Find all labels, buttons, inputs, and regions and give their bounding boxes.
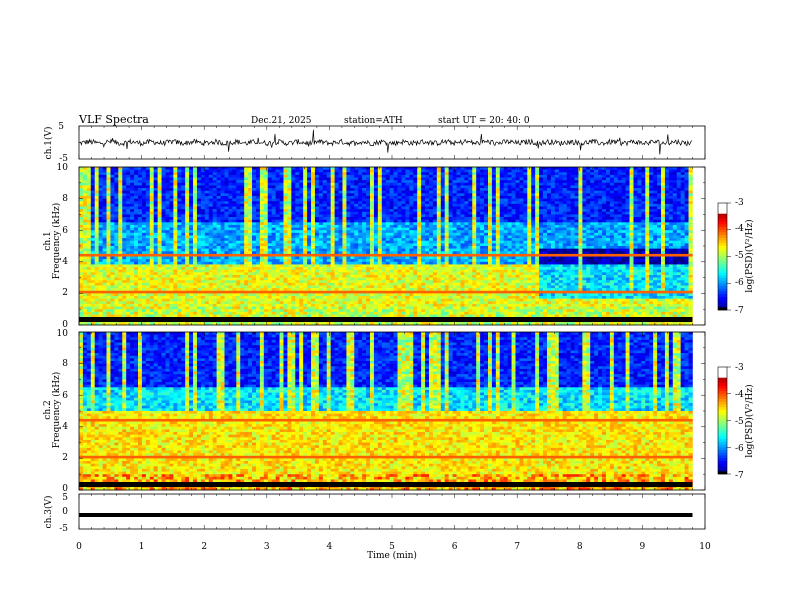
ch2-cbar-tick-m3: -3 xyxy=(735,363,744,373)
ch3-ytick-top: 5 xyxy=(62,493,68,503)
ch1-spectrogram-image xyxy=(79,167,705,326)
xtick-label: 5 xyxy=(389,542,395,552)
ch2-channel-label: ch.2 xyxy=(43,400,53,419)
figure-title: VLF Spectra xyxy=(78,113,149,126)
time-axis-label: Time (min) xyxy=(367,550,417,561)
station-label: station=ATH xyxy=(344,116,403,126)
start-ut-label: start UT = 20: 40: 0 xyxy=(438,116,530,126)
xtick-label: 2 xyxy=(201,542,207,552)
ch2-freq-label: Frequency (kHz) xyxy=(51,372,62,449)
ch3-ylabel: ch.3(V) xyxy=(43,496,54,529)
ch1-waveform-panel: 5 -5 ch.1(V) xyxy=(43,122,706,164)
time-axis: 0 1 2 3 4 5 6 7 8 9 10 xyxy=(76,126,711,552)
ch1-ytick-6: 6 xyxy=(62,226,68,236)
ch1-ytick-8: 8 xyxy=(62,194,68,204)
ch2-spectrogram-panel: 0 2 4 6 8 10 ch.2 Frequency (kHz) xyxy=(43,329,706,494)
xtick-label: 7 xyxy=(514,542,520,552)
xtick-label: 4 xyxy=(327,542,333,552)
ch1-ytick-10: 10 xyxy=(57,163,69,173)
xtick-label: 0 xyxy=(76,542,82,552)
ch2-ytick-8: 8 xyxy=(62,359,68,369)
ch1-spectrogram-panel: 0 2 4 6 8 10 ch.1 Frequency (kHz) xyxy=(43,163,706,330)
ch1-cbar-tick-m6: -6 xyxy=(735,278,744,288)
ch3-waveform-panel: 5 0 -5 ch.3(V) xyxy=(43,493,706,534)
date-label: Dec.21, 2025 xyxy=(251,116,312,126)
xtick-label: 10 xyxy=(699,542,711,552)
ch2-ytick-2: 2 xyxy=(62,453,68,463)
ch1-ytick-top: 5 xyxy=(58,122,64,132)
ch3-waveform-trace xyxy=(79,513,693,517)
ch1-cbar-tick-m4: -4 xyxy=(735,224,744,234)
ch2-ytick-0: 0 xyxy=(62,484,68,494)
ch1-cbar-label: log(PSD)(V²/Hz) xyxy=(744,219,755,292)
xtick-label: 8 xyxy=(577,542,583,552)
ch2-cbar-tick-m4: -4 xyxy=(735,390,744,400)
ch1-freq-label: Frequency (kHz) xyxy=(51,203,62,280)
ch2-cbar-tick-m7: -7 xyxy=(735,471,744,481)
ch2-colorbar: -3 -4 -5 -6 -7 log(PSD)(V²/Hz) xyxy=(717,363,755,481)
ch1-cbar-tick-m5: -5 xyxy=(735,251,744,261)
ch2-spectrogram-image xyxy=(79,332,705,491)
xtick-label: 3 xyxy=(264,542,270,552)
ch1-ylabel: ch.1(V) xyxy=(43,127,54,160)
ch3-ytick-bottom: -5 xyxy=(59,524,68,534)
ch1-waveform-trace xyxy=(78,129,693,155)
ch2-colorbar-frame xyxy=(717,366,728,475)
ch2-ytick-10: 10 xyxy=(57,329,69,339)
ch1-colorbar: -3 -4 -5 -6 -7 log(PSD)(V²/Hz) xyxy=(717,198,755,316)
ch1-cbar-tick-m7: -7 xyxy=(735,306,744,316)
ch2-ytick-6: 6 xyxy=(62,391,68,401)
ch1-cbar-tick-m3: -3 xyxy=(735,198,744,208)
xtick-label: 9 xyxy=(640,542,646,552)
ch1-ytick-bottom: -5 xyxy=(59,154,68,164)
xtick-label: 1 xyxy=(139,542,145,552)
xtick-label: 6 xyxy=(452,542,458,552)
ch1-ytick-0: 0 xyxy=(62,320,68,330)
ch3-ytick-mid: 0 xyxy=(62,507,68,517)
ch1-colorbar-frame xyxy=(717,202,728,311)
ch2-cbar-tick-m5: -5 xyxy=(735,417,744,427)
ch1-channel-label: ch.1 xyxy=(43,231,53,250)
ch3-waveform-frame xyxy=(78,493,706,530)
ch2-ytick-4: 4 xyxy=(62,422,68,432)
ch1-ytick-2: 2 xyxy=(62,288,68,298)
ch2-cbar-tick-m6: -6 xyxy=(735,444,744,454)
ch1-ytick-4: 4 xyxy=(62,257,68,267)
ch2-cbar-label: log(PSD)(V²/Hz) xyxy=(744,384,755,457)
